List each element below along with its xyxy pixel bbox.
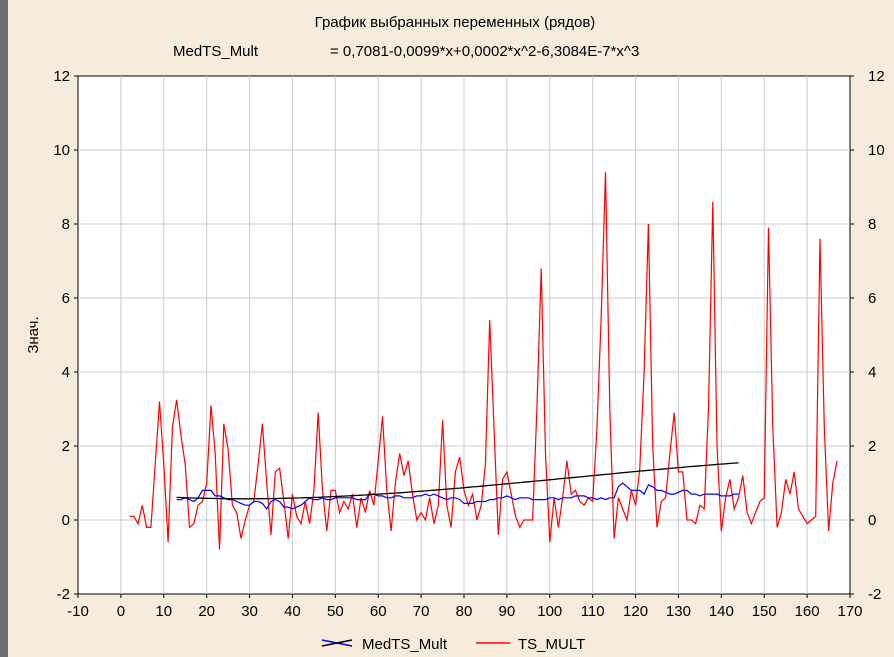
y-tick-label-right: -2 [868, 586, 881, 603]
x-tick-label: 100 [537, 603, 562, 620]
series-layer [129, 172, 838, 550]
x-tick-label: 0 [117, 603, 125, 620]
y-tick-label-left: 0 [62, 512, 70, 529]
x-tick-label: 130 [666, 603, 691, 620]
x-tick-label: 60 [370, 603, 387, 620]
y-tick-label-right: 2 [868, 438, 876, 455]
y-tick-label-right: 12 [868, 68, 885, 85]
chart-title: График выбранных переменных (рядов) [315, 14, 596, 31]
series-line-medts-mult [176, 482, 739, 510]
y-tick-label-left: 10 [53, 142, 70, 159]
x-tick-label: 30 [241, 603, 258, 620]
x-tick-label: -10 [67, 603, 89, 620]
y-tick-label-right: 6 [868, 290, 876, 307]
x-tick-label: 140 [709, 603, 734, 620]
axis-ticks: -10 0 10 20 30 40 50 60 70 80 90 100 110 120 130 140 150… [53, 68, 884, 620]
y-tick-label-left: 12 [53, 68, 70, 85]
x-tick-label: 150 [752, 603, 777, 620]
x-tick-label: 90 [499, 603, 516, 620]
y-tick-label-left: 6 [62, 290, 70, 307]
y-tick-label-left: 8 [62, 216, 70, 233]
x-tick-label: 170 [837, 603, 862, 620]
legend-label-medts-mult: MedTS_Mult [362, 636, 448, 653]
grid [78, 76, 850, 594]
fit-curve-line [176, 462, 739, 500]
y-tick-label-right: 0 [868, 512, 876, 529]
legend-label-ts-mult: TS_MULT [518, 636, 585, 653]
x-tick-label: 160 [795, 603, 820, 620]
x-tick-label: 80 [456, 603, 473, 620]
y-tick-label-left: 4 [62, 364, 70, 381]
y-tick-label-left: -2 [57, 586, 70, 603]
x-tick-label: 40 [284, 603, 301, 620]
chart-subtitle-formula: = 0,7081-0,0099*x+0,0002*x^2-6,3084E-7*x… [330, 43, 639, 60]
y-tick-label-right: 4 [868, 364, 876, 381]
y-tick-label-right: 10 [868, 142, 885, 159]
y-axis-label: Знач. [25, 316, 42, 353]
x-tick-label: 10 [155, 603, 172, 620]
legend-swatch-medts-mult-fit [321, 639, 353, 647]
series-line-ts-mult [129, 172, 838, 550]
x-tick-label: 120 [623, 603, 648, 620]
window-left-edge [0, 0, 8, 657]
x-tick-label: 20 [198, 603, 215, 620]
x-tick-label: 110 [581, 603, 605, 620]
legend: MedTS_Mult TS_MULT [321, 636, 585, 653]
y-tick-label-left: 2 [62, 438, 70, 455]
y-tick-label-right: 8 [868, 216, 876, 233]
x-tick-label: 70 [413, 603, 430, 620]
chart-subtitle-name: MedTS_Mult [173, 43, 259, 60]
x-tick-label: 50 [327, 603, 344, 620]
